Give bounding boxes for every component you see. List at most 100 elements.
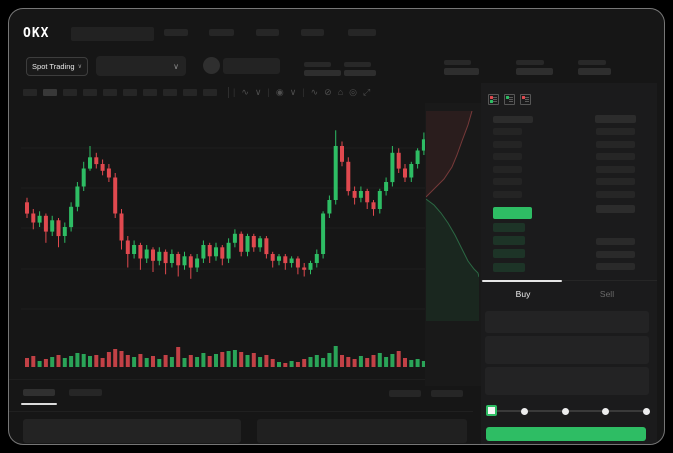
buy-sell-tabs: Buy Sell (481, 280, 657, 309)
divider: | (267, 87, 270, 97)
ask-row-placeholder (493, 128, 522, 135)
slider-stop[interactable] (642, 408, 650, 415)
chart-bottom-border (9, 379, 473, 380)
amount-slider-track[interactable] (489, 410, 649, 412)
order-total-field-placeholder[interactable] (485, 367, 649, 395)
depth-chart (426, 111, 479, 321)
ask-size-placeholder (596, 141, 635, 148)
ask-size-placeholder (596, 166, 635, 173)
stat-label-placeholder (516, 60, 544, 65)
bottom-panel-placeholder (257, 419, 467, 443)
timeframe-button-placeholder[interactable] (83, 89, 97, 96)
chart-settings-icon[interactable]: ◎ (349, 87, 358, 97)
bottom-tab-placeholder-active[interactable] (23, 389, 55, 396)
ask-size-placeholder (596, 178, 635, 185)
orderbook-book-all-icon[interactable] (488, 94, 499, 105)
fullscreen-icon[interactable]: ⤢ (363, 87, 371, 97)
slider-stop[interactable] (601, 408, 609, 415)
tab-sell[interactable]: Sell (599, 289, 615, 299)
bid-size-placeholder (596, 251, 635, 258)
stat-label-placeholder (578, 60, 606, 65)
stat-value-placeholder (578, 68, 611, 75)
ask-row-placeholder (493, 153, 522, 160)
candle-type-icon[interactable]: ∿ (241, 87, 249, 97)
pair-title-placeholder (223, 58, 280, 74)
orderbook-book-asks-icon[interactable] (520, 94, 531, 105)
stat-value-placeholder (516, 68, 553, 75)
market-type-label: Spot Trading (32, 62, 75, 71)
header-title-placeholder (71, 27, 154, 41)
chart-tools-toolbar: | ∿ ∨ | ◉ ∨ | ∿ ⊘ ⌂ ◎ ⤢ (233, 86, 370, 99)
draw-tool-icon[interactable]: ⊘ (324, 87, 332, 97)
stat-value-placeholder (444, 68, 479, 75)
order-price-field-placeholder[interactable] (485, 311, 649, 333)
candle-type-caret-icon[interactable]: ∨ (254, 87, 262, 97)
timeframe-button-placeholder[interactable] (203, 89, 217, 96)
nav-item-placeholder[interactable] (256, 29, 279, 36)
tab-buy[interactable]: Buy (515, 289, 531, 299)
bottom-action-placeholder[interactable] (431, 390, 463, 397)
ask-row-placeholder (493, 191, 522, 198)
stat-value-placeholder (344, 70, 376, 76)
bid-size-placeholder (596, 238, 635, 245)
orderbook-book-bids-icon[interactable] (504, 94, 515, 105)
slider-handle[interactable] (486, 405, 497, 416)
orderbook-row-placeholder (596, 205, 635, 213)
ask-row-placeholder (493, 166, 522, 173)
ask-size-placeholder (596, 191, 635, 198)
nav-item-placeholder[interactable] (209, 29, 234, 36)
pair-select[interactable]: ∨ (96, 56, 186, 76)
bottom-section-divider (9, 411, 473, 412)
orderbook-header-placeholder (493, 116, 533, 123)
bid-row-placeholder (493, 263, 525, 272)
bid-row-placeholder (493, 223, 525, 232)
indicators-icon[interactable]: ◉ (275, 87, 284, 97)
candlestick-chart[interactable] (21, 109, 461, 379)
timeframe-button-placeholder[interactable] (63, 89, 77, 96)
stat-label-placeholder (444, 60, 471, 65)
indicators-caret-icon[interactable]: ∨ (289, 87, 297, 97)
line-tool-icon[interactable]: ∿ (310, 87, 319, 97)
market-type-selector[interactable]: Spot Trading ∨ (26, 57, 88, 76)
buy-submit-button[interactable] (486, 427, 646, 441)
bottom-action-placeholder[interactable] (389, 390, 421, 397)
nav-item-placeholder[interactable] (348, 29, 376, 36)
stat-label-placeholder (304, 62, 331, 67)
depth-chart-background (425, 103, 481, 386)
order-panel: Buy Sell (481, 83, 657, 444)
active-tab-underline (21, 403, 57, 405)
slider-stop[interactable] (520, 408, 528, 415)
toolbar-divider (228, 87, 229, 98)
order-amount-field-placeholder[interactable] (485, 336, 649, 364)
divider: | (233, 87, 236, 97)
ask-row-placeholder (493, 141, 522, 148)
timeframe-button-placeholder[interactable] (123, 89, 137, 96)
bottom-panel-placeholder (23, 419, 241, 443)
slider-stop[interactable] (561, 408, 569, 415)
stat-label-placeholder (344, 62, 371, 67)
stat-value-placeholder (304, 70, 341, 76)
ask-size-placeholder (596, 128, 635, 135)
okx-logo[interactable]: OKX (23, 26, 50, 41)
timeframe-button-placeholder[interactable] (103, 89, 117, 96)
timeframe-button-placeholder[interactable] (23, 89, 37, 96)
ask-size-placeholder (596, 153, 635, 160)
timeframe-button-placeholder[interactable] (43, 89, 57, 96)
orderbook-header-placeholder (595, 115, 636, 123)
nav-item-placeholder[interactable] (301, 29, 324, 36)
bottom-tab-placeholder[interactable] (69, 389, 102, 396)
bid-row-placeholder (493, 249, 525, 258)
chevron-down-icon: ∨ (173, 61, 179, 71)
last-price-bar[interactable] (493, 207, 532, 219)
timeframe-button-placeholder[interactable] (143, 89, 157, 96)
chevron-down-icon: ∨ (77, 64, 82, 70)
timeframe-button-placeholder[interactable] (183, 89, 197, 96)
timeframe-button-placeholder[interactable] (163, 89, 177, 96)
divider: | (302, 87, 305, 97)
app-window: OKX Spot Trading ∨ ∨ | ∿ ∨ | ◉ ∨ | ∿ ⊘ ⌂ ◎ ⤢ (8, 8, 665, 445)
bid-size-placeholder (596, 263, 635, 270)
snapshot-icon[interactable]: ⌂ (337, 87, 344, 97)
nav-item-placeholder[interactable] (164, 29, 188, 36)
buy-tab-indicator (482, 280, 562, 282)
